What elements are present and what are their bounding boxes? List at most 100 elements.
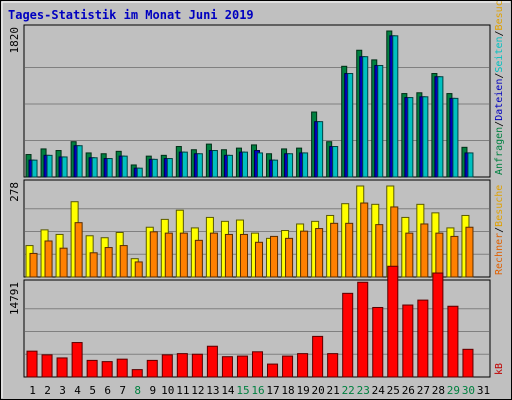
bar-mid-rechner-day-18 — [285, 237, 294, 278]
chart-title: Tages-Statistik im Monat Juni 2019 — [8, 8, 254, 22]
bar-top-seiten-day-12 — [196, 153, 203, 178]
x-tick-label-day-22: 22 — [342, 384, 355, 397]
legend-text: Besuche — [494, 185, 505, 227]
legend-text: Rechner — [494, 233, 505, 275]
bar-top-seiten-day-3 — [61, 156, 68, 178]
bar-top-seiten-day-5 — [91, 157, 98, 178]
bar-bottom-kb-day-19 — [297, 353, 309, 378]
x-tick-label-day-30: 30 — [462, 384, 475, 397]
legend-text: Anfragen — [494, 127, 505, 175]
bar-top-seiten-day-2 — [46, 154, 53, 178]
legend-text: / — [494, 30, 505, 36]
bar-top-seiten-day-7 — [121, 155, 128, 178]
panel-bottom-legend: kB — [494, 363, 505, 375]
bar-bottom-kb-day-26 — [402, 304, 414, 378]
bar-mid-rechner-day-27 — [420, 223, 429, 278]
bar-bottom-kb-day-8 — [131, 369, 143, 378]
x-tick-label-day-14: 14 — [221, 384, 235, 397]
bar-bottom-kb-day-12 — [191, 353, 203, 378]
bar-bottom-kb-day-24 — [372, 306, 384, 378]
bar-bottom-kb-day-7 — [116, 358, 128, 378]
bar-bottom-kb-day-17 — [267, 363, 279, 378]
x-tick-label-day-4: 4 — [74, 384, 81, 397]
panel-top-legend: Anfragen/Dateien/Seiten/Besuche — [494, 0, 505, 175]
bar-mid-rechner-day-24 — [375, 224, 384, 278]
bar-bottom-kb-day-28 — [432, 272, 444, 378]
panel-top-ymax-label: 1820 — [8, 27, 21, 54]
bar-top-seiten-day-1 — [31, 159, 38, 178]
panel-bottom-ymax-label: 14791 — [8, 282, 21, 315]
bar-bottom-kb-day-3 — [56, 357, 68, 378]
bar-bottom-kb-day-30 — [462, 348, 474, 378]
bar-top-seiten-day-25 — [392, 35, 399, 178]
bar-mid-rechner-day-6 — [104, 247, 113, 278]
x-tick-label-day-21: 21 — [327, 384, 340, 397]
panel-top: 1820 Anfragen/Dateien/Seiten/Besuche — [8, 0, 505, 178]
bar-bottom-kb-day-15 — [236, 355, 248, 378]
bar-top-seiten-day-9 — [151, 158, 158, 178]
x-tick-label-day-25: 25 — [387, 384, 400, 397]
bar-mid-rechner-day-23 — [360, 202, 369, 278]
bar-bottom-kb-day-27 — [417, 299, 429, 378]
x-tick-label-day-11: 11 — [176, 384, 189, 397]
x-tick-label-day-10: 10 — [161, 384, 174, 397]
x-tick-label-day-12: 12 — [191, 384, 204, 397]
x-tick-label-day-26: 26 — [402, 384, 415, 397]
panel-mid-legend: Rechner/Besuche — [494, 185, 505, 275]
legend-text: / — [494, 121, 505, 127]
bar-mid-rechner-day-22 — [345, 222, 354, 278]
x-tick-label-day-20: 20 — [312, 384, 325, 397]
bar-bottom-kb-day-11 — [176, 353, 188, 378]
x-tick-label-day-1: 1 — [29, 384, 36, 397]
bar-top-seiten-day-6 — [106, 158, 113, 178]
x-tick-label-day-13: 13 — [206, 384, 219, 397]
bar-top-seiten-day-27 — [422, 96, 429, 178]
bar-top-seiten-day-18 — [287, 153, 294, 178]
bar-top-seiten-day-24 — [377, 64, 384, 178]
bar-mid-rechner-day-2 — [44, 240, 53, 278]
bar-bottom-kb-day-23 — [357, 281, 369, 378]
legend-text: Seiten — [494, 36, 505, 72]
x-tick-label-day-2: 2 — [44, 384, 51, 397]
x-axis-labels: 1 2 3 4 5 6 7 8 9 10 11 12 13 14 15 16 17 18 19 20 21 22 23 24 2… — [29, 384, 490, 397]
bar-mid-rechner-day-14 — [224, 233, 233, 278]
bar-bottom-kb-day-25 — [387, 265, 399, 378]
panel-mid: 278 Rechner/Besuche — [8, 179, 505, 278]
bar-mid-rechner-day-3 — [59, 247, 68, 278]
bar-bottom-kb-day-16 — [251, 351, 264, 378]
bar-top-seiten-day-28 — [437, 76, 444, 178]
bar-bottom-kb-day-2 — [41, 354, 53, 378]
bar-mid-rechner-day-29 — [450, 235, 459, 278]
bar-top-seiten-day-11 — [181, 151, 188, 178]
bar-mid-rechner-day-16 — [254, 241, 264, 278]
bar-top-seiten-day-20 — [317, 121, 324, 178]
bar-top-seiten-day-14 — [226, 154, 233, 178]
bar-mid-rechner-day-26 — [405, 232, 414, 278]
bar-mid-rechner-day-4 — [74, 222, 83, 278]
bar-top-seiten-day-22 — [347, 73, 354, 178]
bar-top-seiten-day-29 — [452, 97, 459, 178]
panel-bottom: 14791 kB — [8, 265, 505, 378]
x-tick-label-day-23: 23 — [357, 384, 370, 397]
bar-bottom-kb-day-22 — [342, 292, 354, 378]
bar-top-seiten-day-13 — [211, 150, 218, 178]
bar-top-seiten-day-10 — [166, 158, 173, 178]
bar-top-seiten-day-8 — [136, 167, 143, 178]
x-tick-label-day-18: 18 — [281, 384, 294, 397]
bar-top-seiten-day-21 — [332, 146, 339, 178]
bar-top-seiten-day-17 — [272, 159, 279, 178]
bar-mid-rechner-day-28 — [435, 232, 444, 278]
bar-mid-rechner-day-13 — [209, 232, 218, 278]
bar-bottom-kb-day-4 — [71, 342, 83, 378]
x-tick-label-day-5: 5 — [89, 384, 96, 397]
legend-text: Dateien — [494, 79, 505, 121]
legend-text: / — [494, 227, 505, 233]
bar-bottom-kb-day-5 — [86, 359, 98, 378]
bar-bottom-kb-day-20 — [312, 335, 324, 378]
x-tick-label-day-31: 31 — [477, 384, 490, 397]
bar-mid-rechner-day-8 — [134, 261, 143, 278]
bar-top-seiten-day-26 — [407, 97, 414, 178]
x-tick-label-day-29: 29 — [447, 384, 460, 397]
bar-bottom-kb-day-9 — [146, 359, 158, 378]
